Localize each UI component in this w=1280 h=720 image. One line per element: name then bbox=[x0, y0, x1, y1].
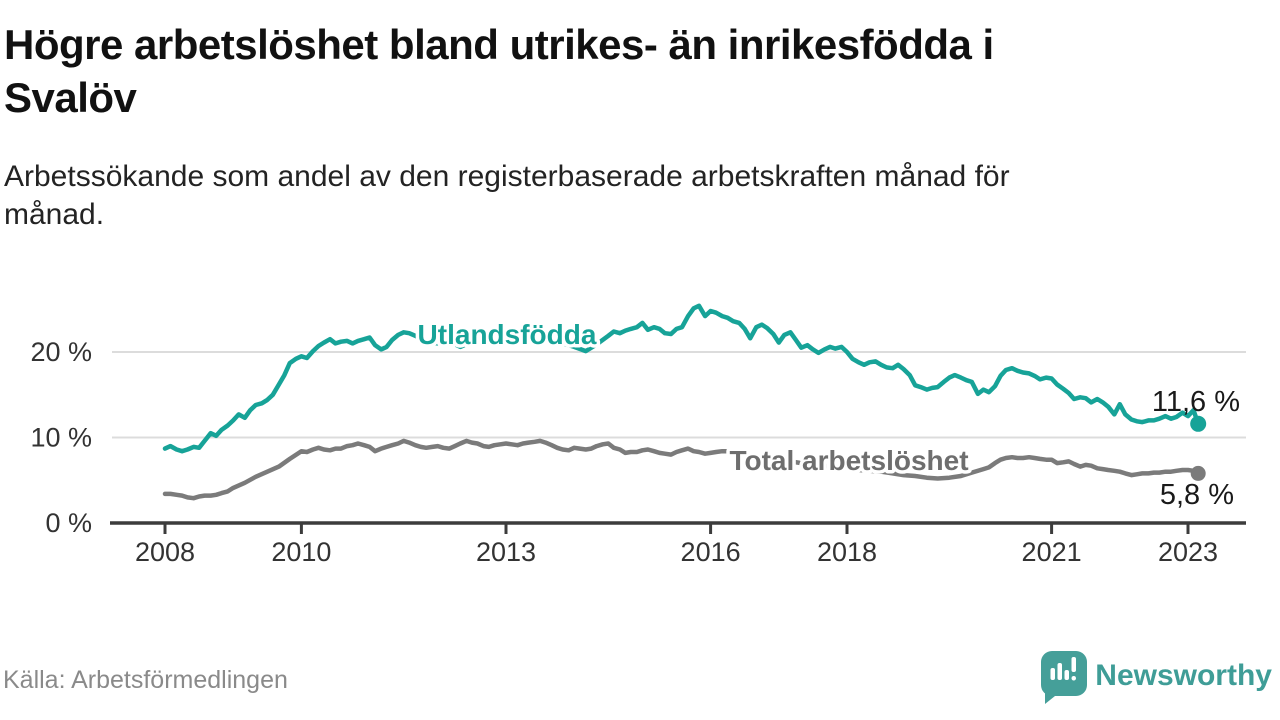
title-line-1: Högre arbetslöshet bland utrikes- än inr… bbox=[4, 21, 994, 68]
x-axis-ticks bbox=[163, 523, 1190, 534]
total-arbetsloshet-line bbox=[162, 438, 1201, 501]
series-label-utlandsfodda: Utlandsfödda bbox=[418, 319, 597, 350]
newsworthy-logo: Newsworthy bbox=[1040, 648, 1272, 704]
subtitle-line-1: Arbetssökande som andel av den registerb… bbox=[4, 160, 1010, 193]
y-tick-label: 0 % bbox=[45, 508, 92, 538]
end-value-utlandsfodda: 11,6 % bbox=[1152, 386, 1240, 418]
x-tick-label: 2023 bbox=[1158, 537, 1218, 567]
y-tick-label: 20 % bbox=[30, 337, 92, 367]
y-axis-labels: 0 % 10 % 20 % bbox=[30, 337, 92, 538]
x-tick-label: 2016 bbox=[681, 537, 741, 567]
x-tick-label: 2010 bbox=[271, 537, 331, 567]
utlandsfodda-line bbox=[162, 303, 1201, 454]
series-label-total: Total arbetslöshet bbox=[729, 445, 968, 476]
brand-wordmark: Newsworthy bbox=[1095, 659, 1272, 692]
x-tick-label: 2021 bbox=[1022, 537, 1082, 567]
x-tick-label: 2008 bbox=[135, 537, 195, 567]
gridlines bbox=[112, 351, 1246, 439]
total-end-dot bbox=[1190, 465, 1206, 481]
subtitle-line-2: månad. bbox=[4, 198, 105, 232]
x-axis-tick-labels: 2008 2010 2013 2016 2018 2021 2023 bbox=[135, 537, 1218, 567]
y-tick-label: 10 % bbox=[30, 423, 92, 453]
x-tick-label: 2018 bbox=[817, 537, 877, 567]
title-line-2: Svalöv bbox=[4, 74, 137, 122]
page-title: Högre arbetslöshet bland utrikes- än inr… bbox=[4, 18, 1254, 125]
utlandsfodda-end-dot bbox=[1190, 415, 1207, 432]
chart-subtitle: Arbetssökande som andel av den registerb… bbox=[4, 158, 1224, 235]
source-note: Källa: Arbetsförmedlingen bbox=[3, 666, 288, 694]
x-tick-label: 2013 bbox=[476, 537, 536, 567]
newsworthy-bubble-icon bbox=[1041, 651, 1088, 704]
end-value-total: 5,8 % bbox=[1160, 479, 1234, 511]
